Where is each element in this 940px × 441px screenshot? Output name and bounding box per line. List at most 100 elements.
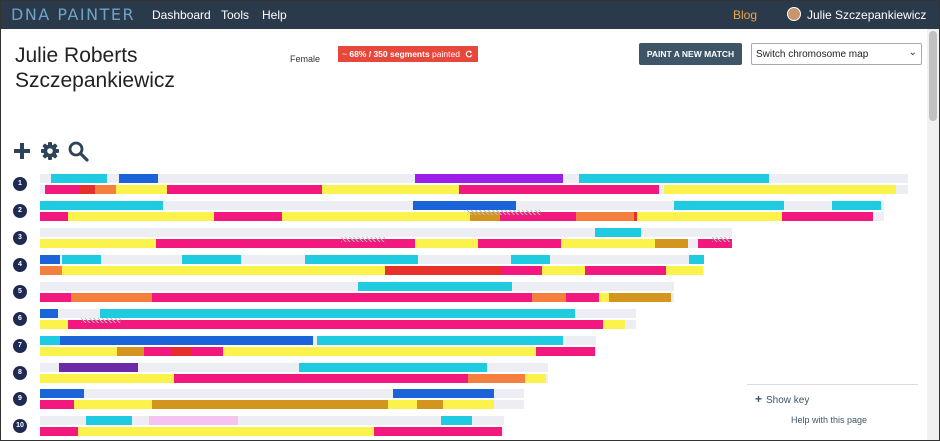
match-segment[interactable] (566, 293, 599, 302)
match-segment[interactable] (576, 212, 634, 221)
segments-painted-badge[interactable]: ~ 68% / 350 segments painted (338, 46, 478, 62)
match-segment[interactable] (152, 293, 532, 302)
chromosome-label-8[interactable]: 8 (13, 366, 27, 380)
help-link[interactable]: Help with this page (791, 415, 868, 425)
user-avatar[interactable] (787, 7, 801, 21)
match-segment[interactable] (599, 293, 609, 302)
paint-new-match-button[interactable]: PAINT A NEW MATCH (639, 43, 742, 65)
match-segment[interactable] (40, 309, 58, 318)
match-segment[interactable] (51, 174, 107, 183)
match-segment[interactable] (603, 320, 625, 329)
chromosome-label-2[interactable]: 2 (13, 204, 27, 218)
match-segment[interactable] (214, 212, 282, 221)
match-segment[interactable] (459, 185, 659, 194)
user-name[interactable]: Julie Szczepankiewicz (807, 8, 927, 22)
match-segment[interactable] (634, 212, 637, 221)
match-segment[interactable] (45, 185, 80, 194)
match-segment[interactable] (832, 201, 881, 210)
match-segment[interactable] (468, 374, 525, 383)
scrollbar-track[interactable] (927, 29, 939, 440)
match-segment[interactable] (95, 185, 116, 194)
match-segment[interactable] (689, 255, 704, 264)
brand-logo[interactable]: DNA PAINTER (11, 5, 136, 24)
match-segment[interactable] (40, 293, 71, 302)
match-segment[interactable] (532, 293, 566, 302)
match-segment[interactable] (415, 239, 478, 248)
match-segment[interactable] (59, 363, 138, 372)
match-segment[interactable] (500, 212, 576, 221)
chromosome-label-5[interactable]: 5 (13, 285, 27, 299)
nav-link-dashboard[interactable]: Dashboard (152, 8, 211, 22)
match-segment[interactable] (192, 347, 223, 356)
match-segment[interactable] (40, 374, 174, 383)
refresh-icon[interactable] (465, 50, 473, 58)
match-segment[interactable] (78, 427, 374, 436)
match-segment[interactable] (511, 255, 550, 264)
match-segment[interactable] (40, 400, 74, 409)
match-segment[interactable] (167, 185, 322, 194)
match-segment[interactable] (68, 320, 603, 329)
match-segment[interactable] (698, 239, 732, 248)
plus-icon[interactable] (11, 140, 33, 162)
scrollbar-thumb[interactable] (929, 31, 937, 121)
match-segment[interactable] (40, 336, 60, 345)
match-segment[interactable] (71, 293, 152, 302)
chromosome-label-6[interactable]: 6 (13, 312, 27, 326)
match-segment[interactable] (152, 400, 388, 409)
match-segment[interactable] (501, 266, 542, 275)
match-segment[interactable] (358, 282, 512, 291)
match-segment[interactable] (144, 347, 172, 356)
match-segment[interactable] (40, 239, 156, 248)
match-segment[interactable] (172, 347, 192, 356)
match-segment[interactable] (385, 266, 501, 275)
match-segment[interactable] (666, 266, 703, 275)
match-segment[interactable] (388, 400, 417, 409)
match-segment[interactable] (478, 239, 561, 248)
chromosome-label-10[interactable]: 10 (13, 419, 27, 433)
match-segment[interactable] (393, 389, 494, 398)
search-icon[interactable] (67, 140, 89, 162)
nav-link-tools[interactable]: Tools (221, 8, 250, 22)
match-segment[interactable] (609, 293, 651, 302)
match-segment[interactable] (415, 174, 563, 183)
match-segment[interactable] (322, 185, 459, 194)
match-segment[interactable] (40, 347, 117, 356)
match-segment[interactable] (62, 266, 385, 275)
match-segment[interactable] (782, 212, 873, 221)
match-segment[interactable] (119, 174, 158, 183)
match-segment[interactable] (595, 228, 641, 237)
match-segment[interactable] (282, 212, 470, 221)
match-segment[interactable] (156, 239, 415, 248)
match-segment[interactable] (60, 336, 313, 345)
switch-chromosome-map-select[interactable]: Switch chromosome map ⌄ (751, 43, 922, 65)
match-segment[interactable] (174, 374, 468, 383)
match-segment[interactable] (40, 389, 84, 398)
match-segment[interactable] (664, 185, 896, 194)
match-segment[interactable] (299, 363, 487, 372)
chromosome-label-9[interactable]: 9 (13, 392, 27, 406)
match-segment[interactable] (413, 201, 516, 210)
show-key-toggle[interactable]: + Show key (755, 392, 809, 406)
match-segment[interactable] (525, 374, 546, 383)
match-segment[interactable] (317, 336, 563, 345)
match-segment[interactable] (542, 266, 585, 275)
match-segment[interactable] (470, 212, 500, 221)
match-segment[interactable] (40, 266, 62, 275)
match-segment[interactable] (585, 266, 666, 275)
chromosome-label-7[interactable]: 7 (13, 339, 27, 353)
match-segment[interactable] (74, 400, 152, 409)
match-segment[interactable] (561, 239, 655, 248)
match-segment[interactable] (62, 255, 101, 264)
match-segment[interactable] (223, 347, 536, 356)
nav-link-help[interactable]: Help (262, 8, 287, 22)
match-segment[interactable] (182, 255, 241, 264)
match-segment[interactable] (68, 212, 214, 221)
match-segment[interactable] (651, 293, 671, 302)
match-segment[interactable] (374, 427, 502, 436)
match-segment[interactable] (100, 309, 575, 318)
chromosome-label-1[interactable]: 1 (13, 177, 27, 191)
match-segment[interactable] (40, 427, 78, 436)
match-segment[interactable] (116, 185, 167, 194)
match-segment[interactable] (443, 400, 494, 409)
gear-icon[interactable] (39, 140, 61, 162)
